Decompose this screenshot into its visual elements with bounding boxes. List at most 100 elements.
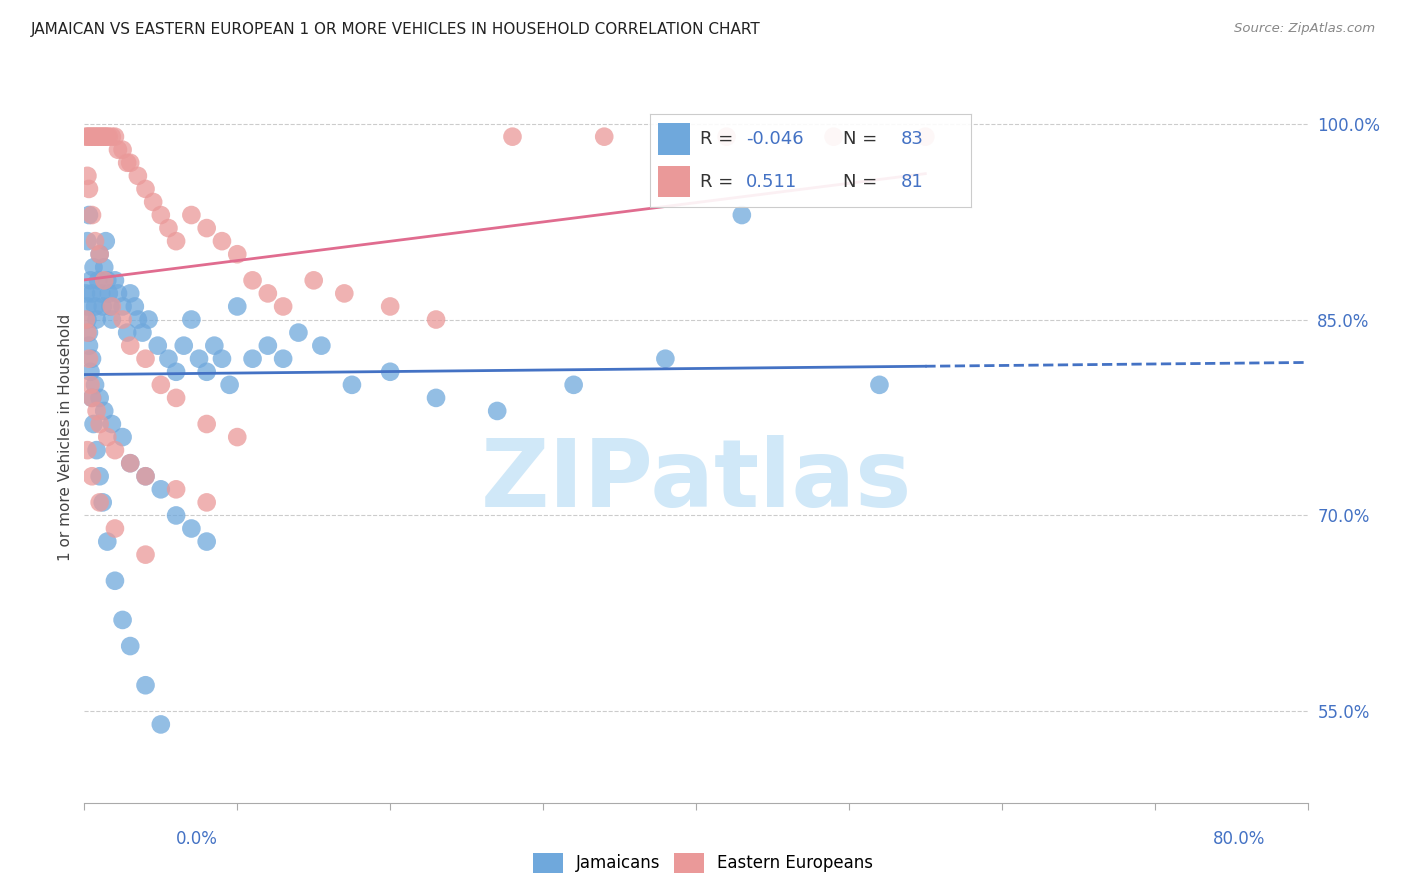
Point <box>115 326 138 340</box>
Point <box>135 182 157 196</box>
Point <box>89 247 111 261</box>
Point <box>111 430 134 444</box>
Point <box>218 377 240 392</box>
Point <box>195 417 218 431</box>
Point <box>96 430 118 444</box>
Point <box>76 129 98 144</box>
Point <box>226 430 249 444</box>
Point <box>75 129 97 144</box>
Point <box>869 377 891 392</box>
Point <box>90 286 112 301</box>
Text: 83: 83 <box>900 130 924 148</box>
Point <box>138 312 160 326</box>
Point <box>173 339 195 353</box>
Point <box>149 377 172 392</box>
Point <box>96 129 118 144</box>
Text: N =: N = <box>842 130 883 148</box>
Point <box>86 443 108 458</box>
Point <box>101 129 124 144</box>
Point <box>195 221 218 235</box>
Point <box>104 443 127 458</box>
Point <box>157 221 180 235</box>
Point <box>302 273 325 287</box>
Point <box>107 286 129 301</box>
Point <box>135 678 157 692</box>
Point <box>180 522 202 536</box>
Point <box>131 326 153 340</box>
Text: 81: 81 <box>900 172 924 191</box>
Point <box>77 339 100 353</box>
Point <box>101 300 124 314</box>
Point <box>84 234 107 248</box>
Point <box>98 300 121 314</box>
Point <box>593 129 616 144</box>
Point <box>111 300 134 314</box>
Point <box>77 182 100 196</box>
Point <box>83 417 105 431</box>
Point <box>104 574 127 588</box>
Point <box>97 286 120 301</box>
Text: N =: N = <box>842 172 883 191</box>
Text: -0.046: -0.046 <box>747 130 804 148</box>
Point <box>226 300 249 314</box>
Point <box>115 156 138 170</box>
Point <box>180 312 202 326</box>
Point <box>89 391 111 405</box>
Point <box>127 169 149 183</box>
Point <box>124 300 146 314</box>
Point <box>271 300 294 314</box>
Point <box>146 339 169 353</box>
Point <box>83 129 105 144</box>
Point <box>716 129 738 144</box>
Point <box>77 129 100 144</box>
Point <box>89 129 111 144</box>
Point <box>120 639 142 653</box>
Point <box>120 339 142 353</box>
Text: JAMAICAN VS EASTERN EUROPEAN 1 OR MORE VEHICLES IN HOUSEHOLD CORRELATION CHART: JAMAICAN VS EASTERN EUROPEAN 1 OR MORE V… <box>31 22 761 37</box>
Point <box>77 208 100 222</box>
Point <box>89 247 111 261</box>
Point <box>84 377 107 392</box>
Point <box>76 300 98 314</box>
Point <box>86 312 108 326</box>
Bar <box>658 166 690 197</box>
Point <box>87 129 110 144</box>
Point <box>165 483 187 497</box>
Point <box>135 469 157 483</box>
Point <box>89 417 111 431</box>
Text: R =: R = <box>700 172 744 191</box>
Point <box>242 273 264 287</box>
Point <box>79 129 101 144</box>
Point <box>425 391 447 405</box>
Point <box>93 260 115 275</box>
Point <box>86 404 108 418</box>
Point <box>165 234 187 248</box>
Point <box>165 508 187 523</box>
Point <box>104 522 127 536</box>
Point <box>86 129 108 144</box>
Point <box>271 351 294 366</box>
Point <box>380 300 402 314</box>
Point <box>80 286 103 301</box>
Point <box>226 247 249 261</box>
Text: 0.511: 0.511 <box>747 172 797 191</box>
Legend: Jamaicans, Eastern Europeans: Jamaicans, Eastern Europeans <box>526 847 880 880</box>
Bar <box>658 123 690 154</box>
Point <box>79 365 101 379</box>
Point <box>287 326 309 340</box>
Point <box>823 129 845 144</box>
Point <box>127 312 149 326</box>
Point <box>76 169 98 183</box>
Point <box>91 300 114 314</box>
Point <box>111 312 134 326</box>
Text: Source: ZipAtlas.com: Source: ZipAtlas.com <box>1234 22 1375 36</box>
Point <box>94 234 117 248</box>
Point <box>104 273 127 287</box>
Point <box>76 443 98 458</box>
Point <box>157 351 180 366</box>
Point <box>89 495 111 509</box>
Point <box>80 469 103 483</box>
Point <box>96 273 118 287</box>
Point <box>89 469 111 483</box>
Point <box>84 129 107 144</box>
